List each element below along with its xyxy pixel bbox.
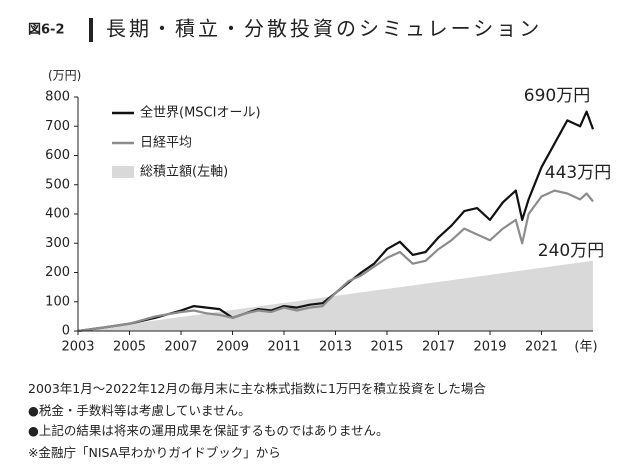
legend-label: 総積立額(左軸): [140, 165, 228, 180]
legend-label: 日経平均: [140, 136, 192, 151]
x-tick-label: 2019: [473, 340, 506, 355]
legend-swatch: [112, 166, 134, 178]
title-divider: [89, 18, 93, 42]
area: [78, 260, 593, 331]
note: 2003年1月～2022年12月の毎月末に主な株式指数に1万円を積立投資をした場…: [28, 381, 486, 396]
x-tick-label: 2017: [422, 340, 455, 355]
x-tick-label: 2005: [113, 340, 146, 355]
note: ※金融庁「NISA早わかりガイドブック」から: [28, 445, 281, 460]
x-unit: (年): [574, 340, 597, 355]
y-tick-label: 700: [45, 119, 70, 134]
x-tick-label: 2011: [267, 340, 300, 355]
x-tick-label: 2015: [370, 340, 403, 355]
annotation: 240万円: [538, 241, 604, 261]
y-tick-label: 200: [45, 265, 70, 280]
note: ●税金・手数料等は考慮していません。: [28, 403, 251, 418]
x-tick-label: 2021: [525, 340, 558, 355]
x-tick-label: 2003: [61, 340, 94, 355]
annotation: 690万円: [524, 86, 590, 106]
chart: 図6-2 長期・積立・分散投資のシミュレーション (万円) (年) 0 100 20…: [28, 17, 611, 355]
x-tick-label: 2007: [164, 340, 197, 355]
line: [77, 110, 595, 333]
x-tick-label: 2009: [216, 340, 249, 355]
note: ●上記の結果は将来の運用成果を保証するものではありません。: [28, 423, 389, 438]
x-tick-label: 2013: [319, 340, 352, 355]
annotation: 443万円: [545, 163, 611, 183]
legend-label: 全世界(MSCIオール): [140, 105, 261, 121]
y-tick-label: 800: [45, 90, 70, 105]
line: [77, 189, 594, 333]
figure-label: 図6-2: [28, 23, 65, 38]
y-unit: (万円): [48, 69, 81, 83]
y-tick-label: 600: [45, 148, 70, 163]
y-tick-label: 100: [45, 294, 70, 309]
y-tick-label: 500: [45, 177, 70, 192]
chart-title: 長期・積立・分散投資のシミュレーション: [106, 17, 542, 41]
y-tick-label: 0: [62, 324, 70, 339]
y-tick-label: 300: [45, 236, 70, 251]
y-tick-label: 400: [45, 207, 70, 222]
